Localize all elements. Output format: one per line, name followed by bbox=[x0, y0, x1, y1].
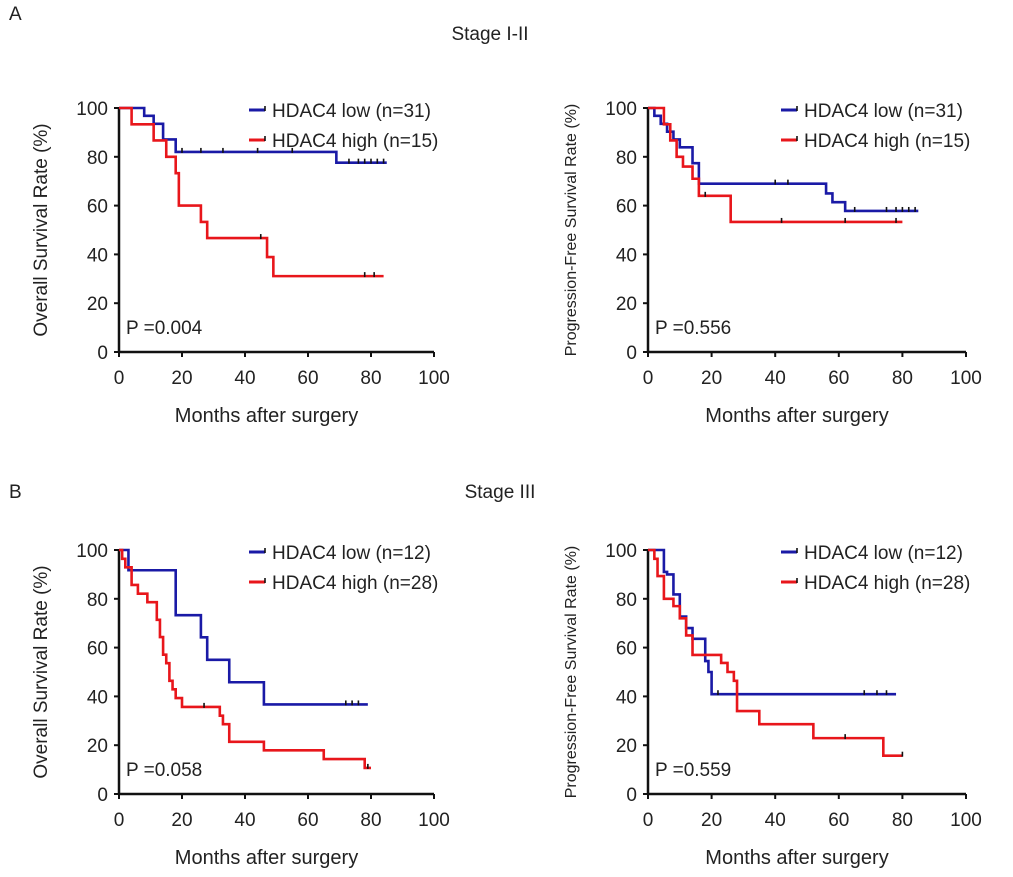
survival-curve-high bbox=[648, 106, 903, 224]
y-axis-label: Progression-Free Survival Rate (%) bbox=[563, 104, 580, 357]
x-tick-label: 60 bbox=[297, 810, 318, 831]
x-tick-label: 40 bbox=[765, 368, 786, 389]
survival-curve-high bbox=[119, 106, 384, 278]
x-tick-label: 80 bbox=[892, 368, 913, 389]
x-tick-label: 80 bbox=[360, 810, 381, 831]
x-tick-label: 100 bbox=[418, 368, 450, 389]
progression-free-survival-chart-stage-i-ii: 0 20 40 60 80 100 0 20 40 60 80 100 Months after sur… bbox=[563, 99, 982, 427]
legend-label: HDAC4 high (n=28) bbox=[804, 573, 970, 594]
survival-curve-low bbox=[119, 106, 387, 164]
legend-label: HDAC4 low (n=12) bbox=[804, 543, 963, 564]
y-tick-label: 60 bbox=[616, 639, 637, 660]
y-tick-label: 20 bbox=[87, 736, 108, 757]
y-tick-label: 0 bbox=[97, 785, 108, 806]
p-value: P =0.556 bbox=[655, 318, 731, 339]
x-tick-label: 0 bbox=[114, 810, 125, 831]
x-tick-label: 60 bbox=[297, 368, 318, 389]
legend-label: HDAC4 high (n=28) bbox=[272, 573, 438, 594]
y-tick-label: 40 bbox=[616, 245, 637, 266]
y-axis-label: Overall Survival Rate (%) bbox=[31, 565, 52, 778]
y-tick-label: 60 bbox=[87, 197, 108, 218]
x-tick-label: 100 bbox=[950, 368, 982, 389]
y-tick-label: 20 bbox=[616, 736, 637, 757]
x-tick-label: 20 bbox=[701, 810, 722, 831]
x-tick-label: 100 bbox=[418, 810, 450, 831]
progression-free-survival-chart-stage-iii: 0 20 40 60 80 100 0 20 40 60 80 100 Months after sur… bbox=[563, 541, 982, 869]
x-tick-label: 60 bbox=[828, 368, 849, 389]
x-tick-label: 40 bbox=[234, 368, 255, 389]
x-axis-label: Months after surgery bbox=[705, 405, 888, 427]
panel-b-title: Stage III bbox=[465, 482, 536, 503]
y-tick-label: 20 bbox=[616, 294, 637, 315]
legend-label: HDAC4 low (n=12) bbox=[272, 543, 431, 564]
y-axis-label: Overall Survival Rate (%) bbox=[31, 123, 52, 336]
overall-survival-chart-stage-iii: 0 20 40 60 80 100 0 20 40 60 80 100 Months after sur… bbox=[31, 541, 450, 869]
x-tick-label: 20 bbox=[171, 368, 192, 389]
x-tick-label: 80 bbox=[360, 368, 381, 389]
y-tick-label: 0 bbox=[626, 785, 637, 806]
y-tick-label: 0 bbox=[97, 343, 108, 364]
legend-label: HDAC4 high (n=15) bbox=[804, 131, 970, 152]
y-tick-label: 80 bbox=[616, 590, 637, 611]
survival-curve-high bbox=[119, 548, 371, 770]
legend-label: HDAC4 low (n=31) bbox=[804, 101, 963, 122]
panel-a-letter: A bbox=[9, 4, 22, 25]
y-tick-label: 40 bbox=[616, 687, 637, 708]
legend-label: HDAC4 low (n=31) bbox=[272, 101, 431, 122]
x-tick-label: 0 bbox=[643, 810, 654, 831]
y-tick-label: 80 bbox=[87, 148, 108, 169]
legend-label: HDAC4 high (n=15) bbox=[272, 131, 438, 152]
panel-b-letter: B bbox=[9, 482, 22, 503]
x-tick-label: 40 bbox=[234, 810, 255, 831]
x-tick-label: 20 bbox=[171, 810, 192, 831]
x-tick-label: 0 bbox=[114, 368, 125, 389]
survival-curve-low bbox=[648, 106, 919, 213]
x-tick-label: 20 bbox=[701, 368, 722, 389]
y-tick-label: 80 bbox=[87, 590, 108, 611]
p-value: P =0.058 bbox=[126, 760, 202, 781]
y-tick-label: 100 bbox=[605, 541, 637, 562]
y-tick-label: 60 bbox=[616, 197, 637, 218]
y-tick-label: 60 bbox=[87, 639, 108, 660]
y-axis-label: Progression-Free Survival Rate (%) bbox=[563, 546, 580, 799]
x-tick-label: 100 bbox=[950, 810, 982, 831]
y-tick-label: 100 bbox=[605, 99, 637, 120]
survival-curve-low bbox=[119, 548, 368, 706]
y-tick-label: 80 bbox=[616, 148, 637, 169]
x-axis-label: Months after surgery bbox=[705, 847, 888, 869]
p-value: P =0.004 bbox=[126, 318, 203, 339]
survival-curve-high bbox=[648, 548, 903, 757]
panel-a-title: Stage I-II bbox=[451, 24, 528, 45]
y-tick-label: 0 bbox=[626, 343, 637, 364]
x-axis-label: Months after surgery bbox=[175, 405, 358, 427]
x-tick-label: 80 bbox=[892, 810, 913, 831]
y-tick-label: 40 bbox=[87, 687, 108, 708]
x-tick-label: 60 bbox=[828, 810, 849, 831]
y-tick-label: 20 bbox=[87, 294, 108, 315]
y-tick-label: 100 bbox=[76, 99, 108, 120]
y-tick-label: 100 bbox=[76, 541, 108, 562]
overall-survival-chart-stage-i-ii: 0 20 40 60 80 100 0 20 40 60 80 100 Months after sur… bbox=[31, 99, 450, 427]
p-value: P =0.559 bbox=[655, 760, 731, 781]
x-axis-label: Months after surgery bbox=[175, 847, 358, 869]
x-tick-label: 40 bbox=[765, 810, 786, 831]
x-tick-label: 0 bbox=[643, 368, 654, 389]
y-tick-label: 40 bbox=[87, 245, 108, 266]
